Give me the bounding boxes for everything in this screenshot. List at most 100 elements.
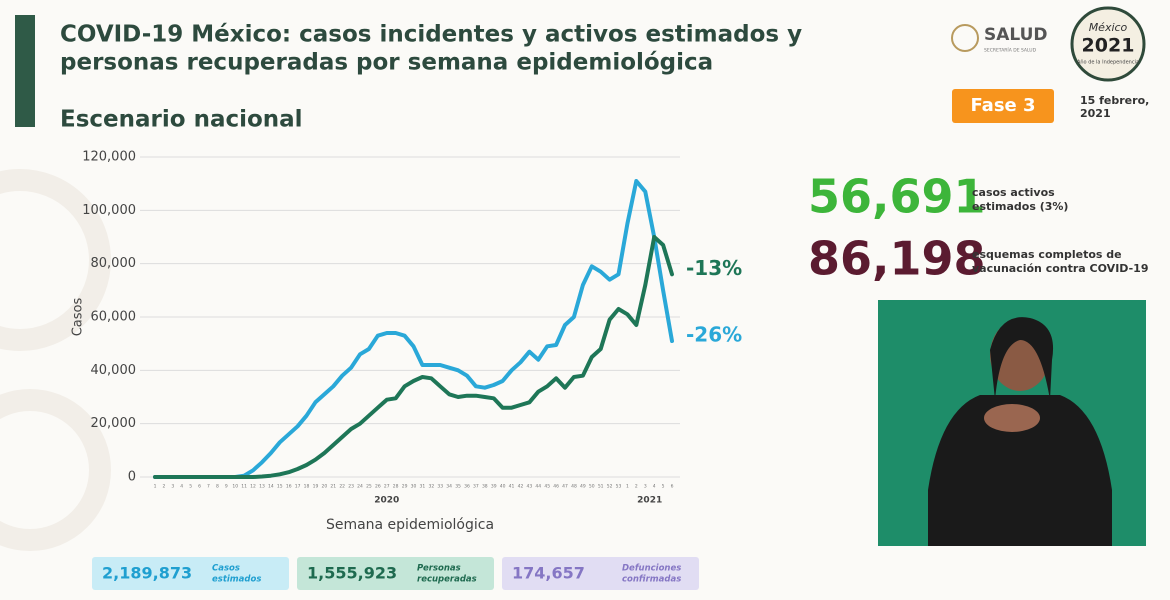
x-tick-label: 1: [626, 484, 629, 490]
badge-ring: [1070, 6, 1146, 82]
x-axis-label: Semana epidemiológica: [326, 517, 494, 533]
x-tick-label: 3: [644, 484, 647, 490]
total-label: Casos: [212, 564, 240, 574]
x-tick-label: 9: [225, 484, 228, 490]
x-tick-label: 17: [295, 484, 301, 490]
highlight-label: vacunación contra COVID-19: [972, 262, 1149, 275]
x-tick-label: 1: [154, 484, 157, 490]
accent-bar: [15, 15, 35, 127]
highlight-label: esquemas completos de: [972, 248, 1122, 261]
x-tick-label: 26: [375, 484, 381, 490]
x-tick-label: 47: [562, 484, 568, 490]
x-tick-label: 22: [339, 484, 345, 490]
y-tick-label: 20,000: [91, 416, 137, 431]
badge-sub: Año de la Independencia: [1077, 60, 1139, 66]
total-value: 1,555,923: [307, 564, 397, 583]
x-tick-label: 13: [259, 484, 265, 490]
x-tick-label: 38: [482, 484, 488, 490]
x-tick-label: 36: [464, 484, 470, 490]
x-tick-label: 23: [348, 484, 354, 490]
x-tick-label: 35: [455, 484, 461, 490]
end-label: -26%: [686, 323, 742, 347]
x-tick-label: 28: [393, 484, 399, 490]
x-tick-label: 4: [653, 484, 656, 490]
x-tick-label: 33: [437, 484, 443, 490]
badge-top: México: [1089, 21, 1128, 34]
y-tick-label: 80,000: [91, 256, 137, 271]
x-tick-label: 14: [268, 484, 274, 490]
x-tick-label: 19: [313, 484, 319, 490]
x-tick-label: 39: [491, 484, 497, 490]
x-tick-label: 20: [321, 484, 327, 490]
total-label: estimados: [212, 575, 261, 585]
x-group-label: 2021: [637, 496, 662, 506]
total-label: confirmadas: [622, 575, 681, 585]
x-tick-label: 34: [446, 484, 452, 490]
highlight-value: 86,198: [808, 232, 986, 286]
date: 2021: [1080, 107, 1111, 120]
y-tick-label: 100,000: [82, 203, 136, 218]
phase-box: [952, 89, 1054, 123]
x-tick-label: 15: [277, 484, 283, 490]
x-tick-label: 50: [589, 484, 595, 490]
x-tick-label: 2: [635, 484, 638, 490]
person-body: [928, 395, 1112, 546]
x-tick-label: 27: [384, 484, 390, 490]
x-tick-label: 6: [198, 484, 201, 490]
highlight-label: casos activos: [972, 186, 1055, 199]
x-tick-label: 25: [366, 484, 372, 490]
x-tick-label: 48: [571, 484, 577, 490]
x-tick-label: 2: [162, 484, 165, 490]
salud-logo: SALUD SECRETARÍA DE SALUD: [951, 24, 1048, 54]
logo-text: SALUD: [984, 25, 1048, 45]
y-tick-label: 40,000: [91, 363, 137, 378]
x-tick-label: 16: [286, 484, 292, 490]
x-tick-label: 21: [330, 484, 336, 490]
x-tick-label: 45: [544, 484, 550, 490]
x-tick-label: 44: [535, 484, 541, 490]
x-tick-label: 31: [420, 484, 426, 490]
emblem: [951, 24, 979, 52]
phase: Fase 3: [970, 95, 1035, 116]
total-label: Defunciones: [622, 564, 681, 574]
logo-subtext: SECRETARÍA DE SALUD: [984, 47, 1037, 54]
x-tick-label: 12: [250, 484, 256, 490]
pattern: [0, 169, 111, 551]
total-value: 2,189,873: [102, 564, 192, 583]
total-label: recuperadas: [417, 575, 477, 585]
x-tick-label: 5: [662, 484, 665, 490]
x-tick-label: 46: [553, 484, 559, 490]
x-tick-label: 40: [500, 484, 506, 490]
x-tick-label: 5: [189, 484, 192, 490]
x-tick-label: 43: [527, 484, 533, 490]
x-tick-label: 53: [616, 484, 622, 490]
x-tick-label: 42: [518, 484, 524, 490]
y-axis-label: Casos: [71, 298, 86, 337]
total-value: 174,657: [512, 564, 585, 583]
x-tick-label: 8: [216, 484, 219, 490]
x-tick-label: 41: [509, 484, 515, 490]
total-label: Personas: [417, 564, 461, 574]
total-box: [502, 557, 699, 590]
x-tick-label: 37: [473, 484, 479, 490]
x-tick-label: 18: [304, 484, 310, 490]
title-line: personas recuperadas por semana epidemio…: [60, 50, 713, 76]
y-tick-label: 120,000: [82, 150, 136, 165]
y-tick-label: 0: [128, 470, 136, 485]
end-label: -13%: [686, 256, 742, 280]
person-hands: [984, 404, 1040, 432]
total-box: [297, 557, 494, 590]
x-tick-label: 30: [411, 484, 417, 490]
series-line: [153, 235, 674, 479]
x-tick-label: 29: [402, 484, 408, 490]
subtitle: Escenario nacional: [60, 107, 303, 133]
x-tick-label: 10: [232, 484, 238, 490]
x-tick-label: 3: [171, 484, 174, 490]
total-box: [92, 557, 289, 590]
video: [878, 300, 1146, 546]
x-tick-label: 32: [428, 484, 434, 490]
highlight-label: estimados (3%): [972, 200, 1068, 213]
x-tick-label: 52: [607, 484, 613, 490]
